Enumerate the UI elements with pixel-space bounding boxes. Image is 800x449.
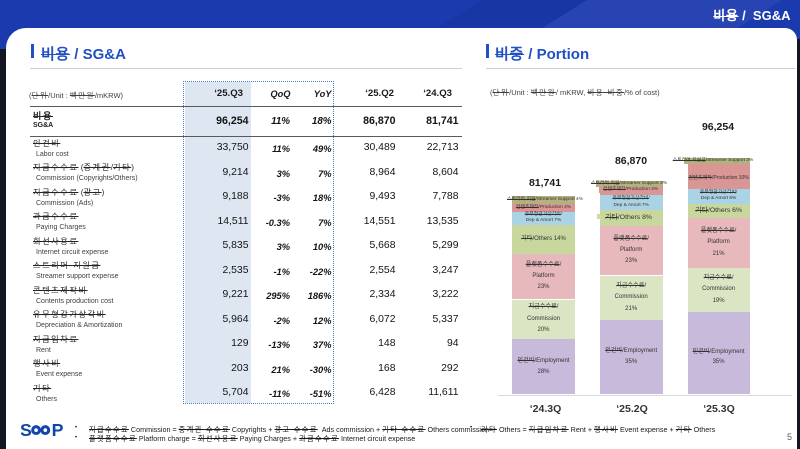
svg-text:S: S: [21, 423, 32, 437]
svg-text:P: P: [52, 423, 64, 437]
